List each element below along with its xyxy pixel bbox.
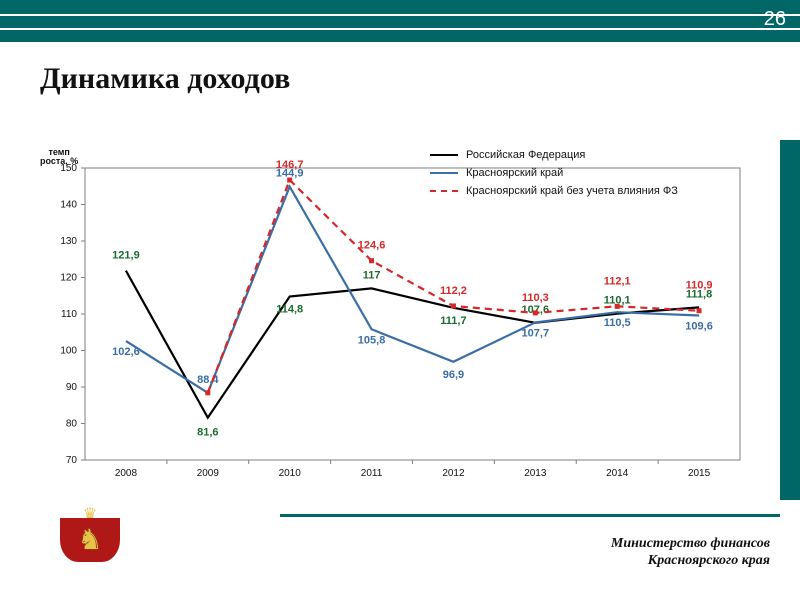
lion-icon: ♞ bbox=[74, 524, 106, 556]
slide-root: 26 Динамика доходов темп роста, % 708090… bbox=[0, 0, 800, 600]
footer-separator bbox=[280, 514, 780, 517]
emblem-shield: ♞ bbox=[60, 518, 120, 562]
svg-text:2012: 2012 bbox=[442, 468, 465, 479]
svg-text:112,2: 112,2 bbox=[440, 285, 467, 297]
svg-text:2013: 2013 bbox=[524, 468, 547, 479]
svg-text:110,9: 110,9 bbox=[686, 280, 713, 292]
svg-text:2011: 2011 bbox=[361, 468, 383, 479]
svg-text:110: 110 bbox=[61, 309, 77, 320]
legend-item: Российская Федерация bbox=[430, 146, 678, 164]
svg-text:2009: 2009 bbox=[197, 468, 220, 479]
svg-text:2008: 2008 bbox=[115, 468, 138, 479]
header-sep-2 bbox=[0, 28, 800, 30]
page-number: 26 bbox=[764, 8, 786, 31]
chart-right-accent bbox=[780, 140, 800, 500]
svg-text:114,8: 114,8 bbox=[276, 303, 303, 315]
svg-text:2010: 2010 bbox=[279, 468, 302, 479]
legend-swatch bbox=[430, 190, 458, 192]
svg-text:110,3: 110,3 bbox=[522, 292, 549, 304]
svg-text:112,1: 112,1 bbox=[604, 275, 631, 287]
svg-text:100: 100 bbox=[60, 346, 77, 357]
svg-text:2015: 2015 bbox=[688, 468, 711, 479]
svg-text:110,5: 110,5 bbox=[604, 317, 631, 329]
svg-text:107,7: 107,7 bbox=[522, 327, 550, 339]
emblem: ♛ ♞ bbox=[60, 518, 120, 578]
svg-text:105,8: 105,8 bbox=[358, 334, 386, 346]
header-band bbox=[0, 0, 800, 42]
legend-label: Красноярский край без учета влияния ФЗ bbox=[466, 182, 678, 200]
svg-text:88,4: 88,4 bbox=[197, 374, 219, 386]
svg-text:124,6: 124,6 bbox=[358, 240, 386, 252]
svg-text:111,7: 111,7 bbox=[440, 315, 466, 327]
svg-text:81,6: 81,6 bbox=[197, 427, 218, 439]
legend-item: Красноярский край bbox=[430, 164, 678, 182]
svg-text:102,6: 102,6 bbox=[112, 346, 140, 358]
svg-text:150: 150 bbox=[60, 163, 77, 174]
svg-text:120: 120 bbox=[60, 273, 77, 284]
header-sep-1 bbox=[0, 14, 800, 16]
legend-item: Красноярский край без учета влияния ФЗ bbox=[430, 182, 678, 200]
footer-text: Министерство финансов Красноярского края bbox=[611, 536, 770, 570]
svg-text:146,7: 146,7 bbox=[276, 159, 304, 171]
slide-title: Динамика доходов bbox=[40, 62, 290, 96]
svg-text:130: 130 bbox=[60, 236, 77, 247]
legend-swatch bbox=[430, 154, 458, 156]
svg-text:96,9: 96,9 bbox=[443, 369, 464, 381]
svg-text:90: 90 bbox=[66, 382, 78, 393]
legend-label: Красноярский край bbox=[466, 164, 563, 182]
crown-icon: ♛ bbox=[74, 504, 106, 518]
footer-line2: Красноярского края bbox=[611, 553, 770, 570]
svg-text:140: 140 bbox=[60, 200, 77, 211]
svg-text:70: 70 bbox=[66, 455, 78, 466]
svg-text:2014: 2014 bbox=[606, 468, 629, 479]
legend-swatch bbox=[430, 172, 458, 174]
svg-text:117: 117 bbox=[363, 269, 381, 281]
svg-text:109,6: 109,6 bbox=[685, 320, 713, 332]
legend: Российская ФедерацияКрасноярский крайКра… bbox=[430, 146, 678, 200]
legend-label: Российская Федерация bbox=[466, 146, 585, 164]
footer-line1: Министерство финансов bbox=[611, 536, 770, 553]
svg-text:80: 80 bbox=[66, 419, 78, 430]
svg-text:121,9: 121,9 bbox=[112, 250, 140, 262]
